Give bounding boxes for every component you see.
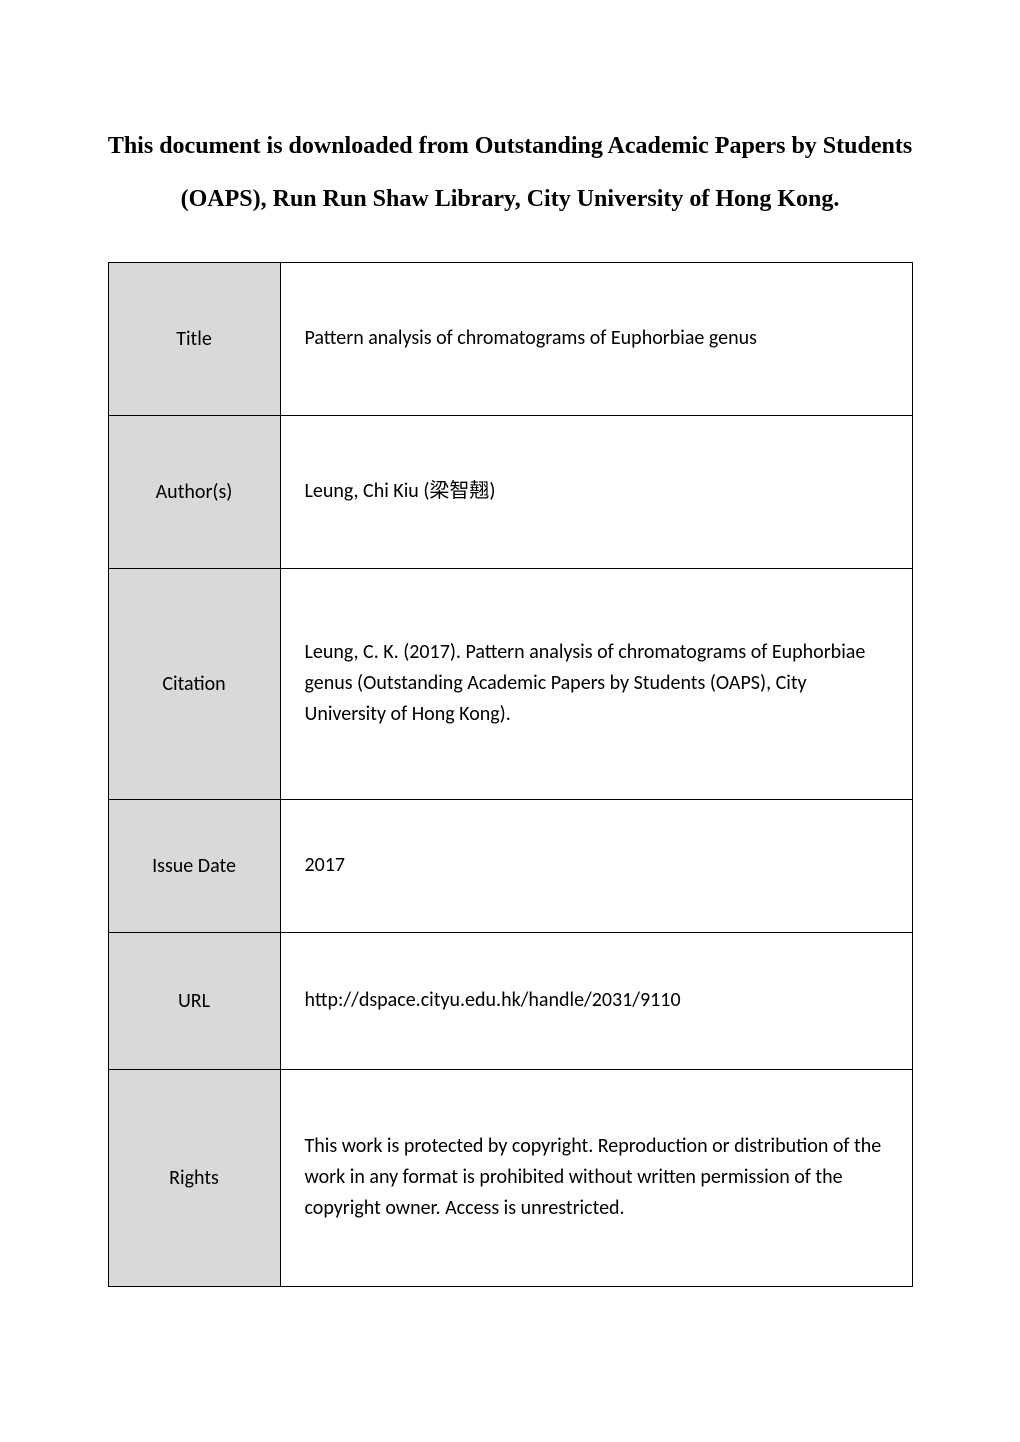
table-row: URL http://dspace.cityu.edu.hk/handle/20… [108,932,912,1069]
table-row: Author(s) Leung, Chi Kiu (梁智翹) [108,415,912,568]
label-issue-date: Issue Date [108,799,280,932]
table-row: Issue Date 2017 [108,799,912,932]
table-row: Citation Leung, C. K. (2017). Pattern an… [108,568,912,799]
label-rights: Rights [108,1069,280,1286]
label-url: URL [108,932,280,1069]
heading-line-1: This document is downloaded from Outstan… [90,120,930,173]
heading-block: This document is downloaded from Outstan… [90,120,930,226]
metadata-table: Title Pattern analysis of chromatograms … [108,262,913,1287]
heading-line-2: (OAPS), Run Run Shaw Library, City Unive… [90,173,930,226]
value-citation: Leung, C. K. (2017). Pattern analysis of… [280,568,912,799]
label-title: Title [108,262,280,415]
table-row: Title Pattern analysis of chromatograms … [108,262,912,415]
value-title: Pattern analysis of chromatograms of Eup… [280,262,912,415]
label-author: Author(s) [108,415,280,568]
value-issue-date: 2017 [280,799,912,932]
page-container: This document is downloaded from Outstan… [0,0,1020,1442]
value-url: http://dspace.cityu.edu.hk/handle/2031/9… [280,932,912,1069]
value-author: Leung, Chi Kiu (梁智翹) [280,415,912,568]
value-rights: This work is protected by copyright. Rep… [280,1069,912,1286]
table-row: Rights This work is protected by copyrig… [108,1069,912,1286]
label-citation: Citation [108,568,280,799]
